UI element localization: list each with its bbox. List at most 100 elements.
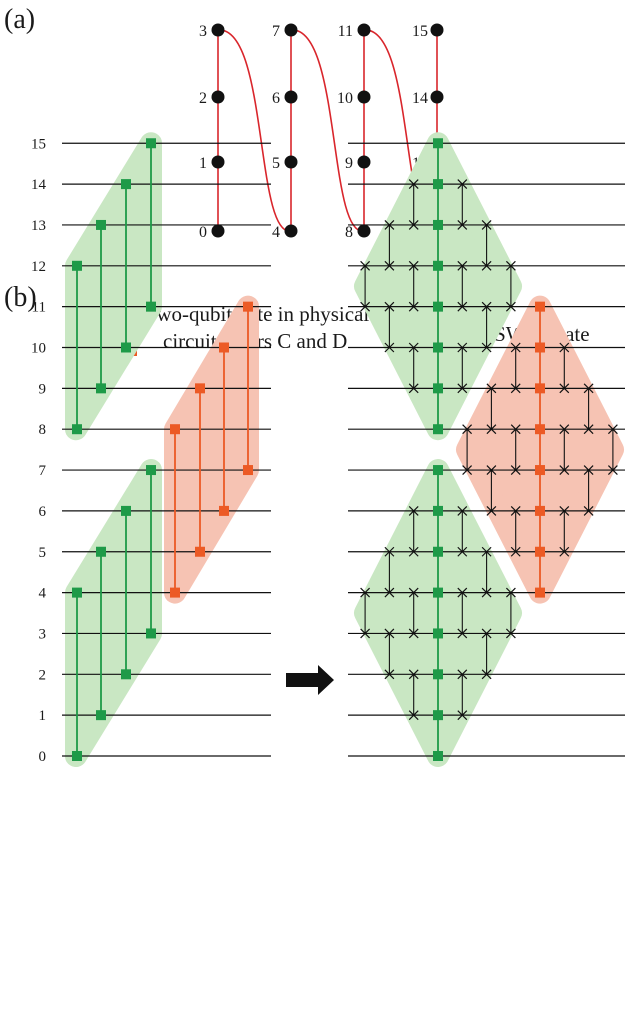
swap-cross-stroke — [505, 628, 516, 639]
swap-cross-stroke — [457, 505, 468, 516]
qubit-node — [357, 224, 371, 238]
gate-layer-highlight-green — [65, 459, 162, 767]
swap-cross-stroke — [408, 383, 419, 394]
swap-cross-stroke — [607, 424, 618, 435]
swap-cross-stroke — [510, 505, 521, 516]
swap-cross-stroke — [481, 546, 492, 557]
two-qubit-gate-green-square — [121, 342, 131, 353]
qubit-node-label: 2 — [199, 90, 207, 107]
swap-cross-stroke — [559, 342, 570, 353]
two-qubit-gate-square — [535, 505, 545, 516]
two-qubit-gate-square — [433, 669, 443, 680]
qubit-row-label: 7 — [39, 463, 47, 479]
two-qubit-gate-green-square — [121, 505, 131, 516]
two-qubit-gate-orange-square — [170, 587, 180, 598]
qubit-node — [211, 90, 225, 104]
right-circuit — [348, 132, 625, 767]
swap-cross-stroke — [486, 424, 497, 435]
swap-cross-stroke — [559, 505, 570, 516]
two-qubit-gate-square — [433, 383, 443, 394]
swap-cross-stroke — [408, 628, 419, 639]
swap-cross-stroke — [559, 546, 570, 557]
qubit-node-label: 14 — [412, 90, 428, 107]
qubit-node-label: 11 — [338, 23, 353, 40]
swap-cross-stroke — [384, 342, 395, 353]
two-qubit-gate-square — [433, 138, 443, 149]
qubit-node-label: 3 — [199, 23, 207, 40]
swap-cross-stroke — [384, 628, 395, 639]
swap-cross-stroke — [384, 301, 395, 312]
swap-cross-stroke — [360, 260, 371, 271]
swap-cross-stroke — [457, 587, 468, 598]
swap-cross-stroke — [408, 546, 419, 557]
swap-cross-stroke — [607, 465, 618, 475]
swap-cross-stroke — [481, 628, 492, 639]
qubit-node — [211, 23, 225, 37]
two-qubit-gate-green-square — [72, 751, 82, 761]
two-qubit-gate-orange-square — [219, 505, 229, 516]
qubit-row-label: 11 — [32, 300, 46, 316]
two-qubit-gate-green-square — [96, 710, 106, 721]
two-qubit-gate-green-square — [146, 301, 156, 312]
qubit-node — [211, 224, 225, 238]
swap-cross-stroke — [457, 220, 468, 230]
qubit-row-label: 9 — [39, 381, 47, 397]
swap-cross-stroke — [457, 301, 468, 312]
swap-cross-stroke — [510, 424, 521, 435]
two-qubit-gate-square — [433, 424, 443, 435]
qubit-node — [430, 23, 444, 37]
swap-cross-stroke — [384, 669, 395, 680]
swap-cross-stroke — [481, 301, 492, 312]
two-qubit-gate-square — [433, 587, 443, 598]
right-arrow-icon — [286, 665, 334, 695]
swap-cross-stroke — [486, 383, 497, 394]
qubit-node — [357, 23, 371, 37]
two-qubit-gate-square — [535, 546, 545, 557]
two-qubit-gate-square — [433, 342, 443, 353]
swap-cross-stroke — [408, 342, 419, 353]
swap-cross-stroke — [510, 383, 521, 394]
swap-cross-stroke — [408, 260, 419, 271]
swap-cross-stroke — [505, 301, 516, 312]
two-qubit-gate-square — [433, 179, 443, 190]
qubit-node — [211, 155, 225, 169]
swap-cross-stroke — [408, 710, 419, 721]
swap-cross-stroke — [481, 587, 492, 598]
swap-cross-stroke — [486, 465, 497, 475]
swap-cross-stroke — [481, 220, 492, 230]
swap-cross-stroke — [510, 465, 521, 475]
qubit-row-label: 3 — [39, 626, 47, 642]
swap-cross-stroke — [384, 220, 395, 230]
qubit-row-label: 0 — [39, 749, 47, 765]
qubit-row-label: 2 — [39, 667, 47, 683]
two-qubit-gate-square — [535, 587, 545, 598]
swap-cross-stroke — [481, 260, 492, 271]
qubit-node — [284, 23, 298, 37]
qubit-row-label: 5 — [39, 545, 47, 561]
two-qubit-gate-green-square — [72, 260, 82, 271]
qubit-node-label: 1 — [199, 155, 207, 172]
qubit-node-label: 4 — [272, 224, 280, 241]
swap-cross-stroke — [408, 587, 419, 598]
two-qubit-gate-square — [433, 219, 443, 230]
two-qubit-gate-square — [433, 710, 443, 721]
qubit-node-label: 8 — [345, 224, 353, 241]
swap-cross-stroke — [462, 465, 473, 475]
panel-a-label: (a) — [4, 4, 35, 35]
two-qubit-gate-green-square — [146, 628, 156, 639]
swap-cross-stroke — [457, 669, 468, 680]
two-qubit-gate-square — [535, 465, 545, 476]
qubit-row-label: 8 — [39, 422, 47, 438]
two-qubit-gate-square — [433, 260, 443, 271]
swap-cross-stroke — [408, 220, 419, 230]
two-qubit-gate-square — [433, 301, 443, 312]
swap-cross-stroke — [457, 342, 468, 353]
qubit-row-label: 15 — [31, 136, 46, 152]
qubit-node-label: 15 — [412, 23, 428, 40]
two-qubit-gate-green-square — [146, 465, 156, 476]
swap-cross-stroke — [408, 179, 419, 190]
two-qubit-gate-square — [433, 505, 443, 516]
qubit-chain-link — [217, 29, 292, 232]
